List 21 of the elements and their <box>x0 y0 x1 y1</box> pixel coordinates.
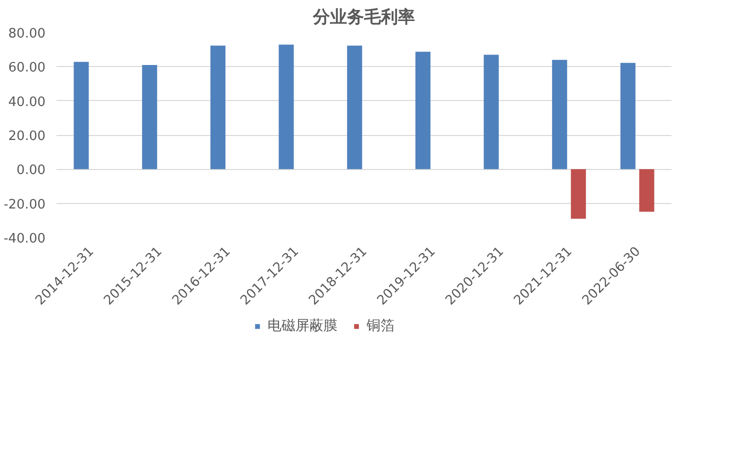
y-tick-label: 0.00 <box>16 163 46 178</box>
bar <box>570 169 586 219</box>
y-tick-label: 20.00 <box>8 129 46 144</box>
bar <box>620 62 636 170</box>
y-tick-label: 60.00 <box>8 60 46 76</box>
y-tick-label: 40.00 <box>8 94 46 110</box>
bar <box>347 46 362 170</box>
legend-label: 铜箔 <box>366 317 394 335</box>
bar <box>639 169 654 212</box>
bar <box>142 64 158 170</box>
bar <box>415 52 430 170</box>
bar <box>74 62 89 170</box>
bar <box>484 54 499 170</box>
bar <box>210 46 226 170</box>
y-tick-label: -20.00 <box>4 197 46 212</box>
y-tick-label: -40.00 <box>4 232 46 246</box>
y-tick-label: 80.00 <box>8 26 46 42</box>
bar <box>552 60 568 170</box>
bar <box>278 44 294 170</box>
chart-title: 分业务毛利率 <box>312 8 415 28</box>
legend-label: 电磁屏蔽膜 <box>268 317 338 335</box>
